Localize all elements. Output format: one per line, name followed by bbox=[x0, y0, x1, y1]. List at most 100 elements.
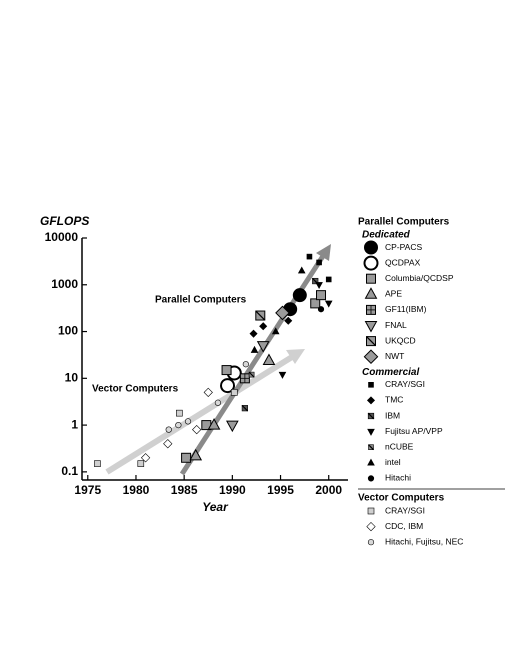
marker-shape bbox=[207, 418, 221, 430]
marker-shape bbox=[259, 322, 268, 331]
legend-label: intel bbox=[385, 457, 401, 467]
marker-shape bbox=[367, 507, 375, 515]
marker-detail bbox=[255, 310, 266, 321]
marker bbox=[137, 460, 145, 467]
marker-shape bbox=[203, 387, 213, 398]
legend-label: Hitachi, Fujitsu, NEC bbox=[385, 536, 463, 546]
marker bbox=[310, 298, 321, 309]
marker bbox=[271, 327, 280, 335]
annotation: Vector Computers bbox=[92, 384, 179, 395]
marker-shape bbox=[189, 448, 203, 461]
marker-shape bbox=[325, 276, 332, 283]
marker bbox=[203, 387, 213, 398]
marker-shape bbox=[367, 428, 375, 436]
marker bbox=[221, 365, 232, 376]
marker bbox=[366, 396, 376, 405]
marker bbox=[220, 378, 236, 394]
legend-section-title: Vector Computers bbox=[358, 493, 445, 504]
marker-shape bbox=[316, 290, 327, 301]
marker bbox=[259, 322, 268, 331]
marker-shape bbox=[315, 282, 323, 289]
marker-shape bbox=[214, 399, 221, 406]
marker bbox=[284, 316, 293, 325]
legend-label: UKQCD bbox=[385, 335, 416, 345]
marker-shape bbox=[275, 305, 290, 321]
legend-label: CRAY/SGI bbox=[385, 505, 425, 515]
marker-shape bbox=[271, 327, 280, 335]
marker bbox=[163, 439, 173, 449]
legend-label: CRAY/SGI bbox=[385, 379, 425, 389]
legend-group-title: Dedicated bbox=[362, 230, 411, 241]
marker-shape bbox=[226, 420, 239, 433]
marker-shape bbox=[366, 396, 376, 405]
x-tick-label: 1980 bbox=[123, 483, 150, 497]
marker-shape bbox=[262, 353, 276, 366]
marker bbox=[239, 373, 250, 384]
y-tick-label: 1 bbox=[71, 417, 78, 431]
legend-label: Hitachi bbox=[385, 473, 411, 483]
marker-shape bbox=[368, 381, 374, 388]
marker bbox=[255, 310, 266, 321]
annotation: Parallel Computers bbox=[155, 295, 247, 306]
marker bbox=[241, 404, 249, 412]
marker-shape bbox=[184, 418, 192, 425]
marker-shape bbox=[363, 349, 379, 365]
marker bbox=[317, 306, 325, 313]
marker-detail bbox=[241, 404, 249, 412]
marker bbox=[366, 273, 376, 284]
marker bbox=[176, 409, 183, 417]
marker bbox=[262, 353, 276, 366]
marker bbox=[226, 420, 239, 433]
x-tick-label: 1995 bbox=[267, 483, 294, 497]
marker-shape bbox=[316, 259, 322, 266]
marker-shape bbox=[94, 460, 101, 467]
legend-label: NWT bbox=[385, 351, 404, 361]
marker-shape bbox=[306, 253, 313, 260]
marker bbox=[364, 287, 378, 299]
marker bbox=[367, 412, 375, 420]
marker bbox=[364, 321, 378, 333]
marker-shape bbox=[137, 460, 145, 467]
legend-label: nCUBE bbox=[385, 441, 414, 451]
marker bbox=[363, 255, 379, 271]
marker-shape bbox=[175, 421, 182, 429]
legend-label: GF11(IBM) bbox=[385, 304, 427, 314]
trend-arrows bbox=[105, 244, 331, 476]
marker bbox=[366, 304, 376, 315]
marker bbox=[175, 421, 182, 429]
marker bbox=[192, 425, 202, 435]
marker bbox=[292, 288, 307, 303]
marker-shape bbox=[367, 475, 375, 482]
marker-shape bbox=[181, 452, 192, 463]
arrow-head bbox=[316, 244, 331, 261]
y-tick-label: 100 bbox=[58, 324, 78, 338]
marker bbox=[181, 452, 192, 463]
marker bbox=[367, 458, 375, 466]
marker-shape bbox=[292, 288, 307, 303]
arrow-head bbox=[286, 349, 305, 364]
marker-shape bbox=[242, 361, 249, 368]
marker-shape bbox=[364, 321, 378, 333]
marker bbox=[140, 453, 151, 463]
marker-shape bbox=[324, 300, 333, 308]
marker bbox=[366, 336, 376, 347]
marker-shape bbox=[363, 255, 379, 271]
y-axis-label: GFLOPS bbox=[40, 214, 89, 228]
marker bbox=[249, 329, 258, 338]
marker bbox=[325, 276, 332, 283]
marker bbox=[367, 475, 375, 482]
x-tick-label: 1985 bbox=[171, 483, 198, 497]
legend-label: CP-PACS bbox=[385, 242, 422, 252]
marker bbox=[368, 381, 374, 388]
legend-label: Columbia/QCDSP bbox=[385, 273, 454, 283]
legend-group-title: Commercial bbox=[362, 367, 419, 378]
marker-shape bbox=[364, 287, 378, 299]
vector-trend-arrow bbox=[105, 354, 294, 475]
marker-shape bbox=[367, 458, 375, 466]
legend-label: IBM bbox=[385, 410, 400, 420]
marker-shape bbox=[366, 521, 376, 532]
marker-shape bbox=[278, 371, 287, 379]
marker-shape bbox=[176, 409, 183, 417]
y-tick-label: 0.1 bbox=[61, 464, 78, 478]
